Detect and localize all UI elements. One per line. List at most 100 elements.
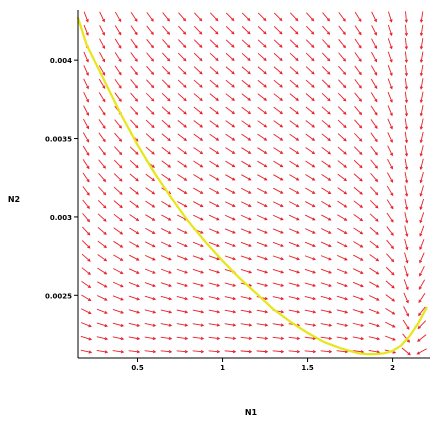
direction-arrow	[240, 323, 252, 326]
arrow-head	[279, 84, 283, 88]
y-tick-label: 0.0035	[45, 136, 72, 144]
arrow-head	[199, 137, 204, 141]
arrow-head	[247, 57, 251, 62]
arrow-head	[264, 217, 268, 221]
arrow-head	[247, 97, 251, 101]
arrow-head	[167, 111, 171, 115]
direction-arrow	[321, 106, 331, 115]
arrow-head	[344, 257, 348, 261]
direction-arrow	[129, 214, 139, 221]
arrow-head	[248, 243, 252, 247]
direction-arrow	[272, 336, 284, 340]
direction-arrow	[176, 336, 188, 340]
arrow-head	[263, 150, 268, 154]
arrow-head	[88, 350, 93, 354]
direction-arrow	[404, 145, 408, 156]
arrow-head	[280, 217, 284, 221]
arrow-head	[215, 111, 219, 115]
direction-arrow	[114, 132, 122, 142]
arrow-head	[87, 232, 91, 236]
arrow-head	[343, 204, 348, 208]
direction-arrow	[387, 172, 393, 183]
direction-arrow	[128, 350, 140, 353]
arrow-head	[311, 31, 315, 35]
arrow-head	[248, 349, 253, 354]
arrow-head	[264, 270, 269, 274]
arrow-head	[215, 97, 219, 101]
direction-arrow	[225, 147, 235, 154]
direction-arrow	[420, 172, 424, 183]
direction-arrow	[241, 39, 251, 48]
arrow-head	[360, 310, 365, 314]
direction-arrow	[82, 159, 90, 169]
direction-arrow	[113, 173, 123, 182]
arrow-head	[389, 126, 393, 130]
direction-arrow	[240, 269, 252, 273]
direction-arrow	[257, 187, 267, 194]
direction-arrow	[98, 105, 106, 116]
direction-arrow	[288, 336, 300, 340]
direction-arrow	[404, 238, 408, 250]
arrow-head	[103, 191, 107, 196]
arrow-head	[167, 177, 172, 181]
arrow-head	[86, 192, 90, 196]
direction-arrow	[320, 255, 332, 261]
direction-arrow	[305, 201, 315, 207]
direction-arrow	[114, 119, 122, 129]
direction-arrow	[96, 349, 108, 353]
direction-arrow	[114, 92, 122, 102]
direction-arrow	[289, 120, 299, 128]
direction-arrow	[177, 133, 187, 141]
direction-arrow	[161, 160, 171, 168]
direction-arrow	[130, 119, 138, 128]
direction-arrow	[81, 308, 91, 314]
arrow-head	[183, 84, 187, 88]
arrow-head	[101, 18, 105, 23]
arrow-head	[295, 111, 299, 115]
direction-arrow	[177, 174, 187, 181]
direction-arrow	[288, 350, 300, 353]
direction-arrow	[289, 147, 299, 154]
direction-arrow	[241, 133, 251, 141]
arrow-head	[343, 164, 347, 168]
arrow-head	[151, 138, 155, 142]
direction-arrow	[209, 174, 219, 181]
arrow-head	[404, 59, 408, 64]
arrow-head	[296, 243, 300, 247]
direction-arrow	[304, 228, 316, 234]
direction-arrow	[336, 350, 348, 353]
arrow-head	[104, 310, 108, 314]
direction-arrow	[353, 213, 363, 221]
arrow-head	[295, 84, 299, 88]
arrow-head	[199, 57, 203, 62]
direction-arrow	[352, 295, 364, 301]
direction-arrow	[256, 255, 268, 260]
arrow-head	[151, 164, 155, 168]
arrow-head	[199, 97, 203, 102]
arrow-head	[232, 296, 237, 301]
direction-arrow	[321, 93, 331, 101]
arrow-head	[311, 57, 315, 62]
arrow-head	[135, 191, 139, 195]
direction-arrow	[176, 295, 188, 300]
direction-arrow	[162, 52, 170, 62]
direction-arrow	[384, 335, 396, 341]
arrow-head	[358, 71, 362, 76]
direction-arrow	[272, 269, 284, 273]
arrow-head	[295, 71, 299, 75]
arrow-head	[419, 246, 423, 251]
direction-arrow	[320, 336, 332, 340]
direction-arrow	[387, 65, 393, 76]
arrow-head	[231, 124, 236, 128]
direction-arrow	[353, 173, 363, 182]
arrow-head	[358, 111, 363, 116]
direction-arrow	[387, 132, 393, 143]
direction-arrow	[160, 295, 172, 300]
direction-arrow	[338, 39, 346, 48]
arrow-head	[374, 72, 378, 76]
direction-arrow	[161, 66, 171, 75]
arrow-head	[86, 218, 91, 223]
direction-arrow	[305, 66, 315, 75]
arrow-head	[358, 85, 362, 89]
